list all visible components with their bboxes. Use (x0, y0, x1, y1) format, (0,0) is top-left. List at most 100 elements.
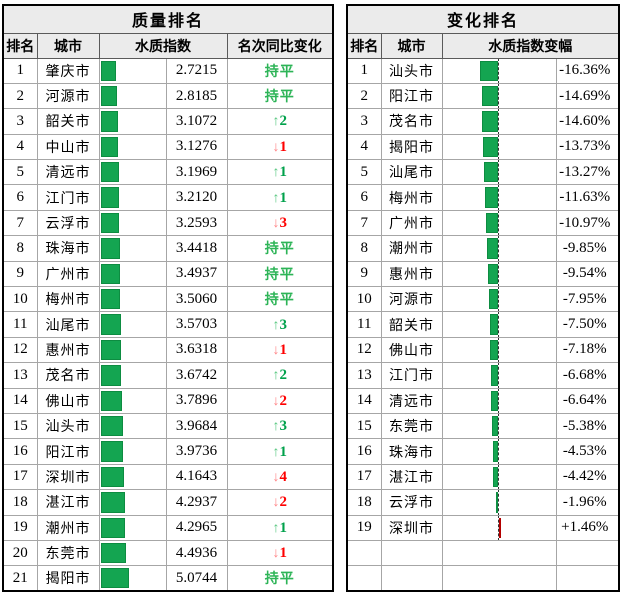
table-row: 9 广州市 3.4937 持平 (2, 260, 334, 288)
rank-change-cell: ↑3 (226, 412, 334, 440)
city-cell: 茂名市 (380, 108, 443, 135)
databar-axis-line (497, 109, 499, 134)
rank-cell: 2 (2, 82, 38, 110)
table-row: 1 肇庆市 2.7215 持平 (2, 57, 334, 84)
rank-change-amount: 3 (279, 215, 288, 232)
index-databar (100, 339, 122, 361)
rank-change-amount: 1 (279, 138, 288, 155)
index-value-cell: 3.7896 (165, 387, 228, 414)
negative-delta-databar (493, 466, 498, 488)
index-databar (100, 212, 119, 234)
city-cell: 江门市 (36, 184, 100, 211)
empty-row (346, 539, 620, 567)
table-row: 5 汕尾市 -13.27% (346, 159, 620, 186)
table-row: 21 揭阳市 5.0744 持平 (2, 565, 334, 592)
rank-cell: 6 (2, 184, 38, 211)
rank-down-arrow-icon: ↓ (272, 469, 280, 485)
table-row: 10 梅州市 3.5060 持平 (2, 286, 334, 313)
databar-axis-line (497, 312, 499, 337)
table-row: 8 珠海市 3.4418 持平 (2, 235, 334, 262)
table-row: 9 惠州市 -9.54% (346, 260, 620, 288)
databar-axis-line (497, 516, 499, 540)
delta-databar-cell (441, 159, 557, 186)
delta-value-cell: -1.96% (555, 489, 620, 516)
rank-change-cell: ↑1 (226, 184, 334, 211)
rank-cell: 5 (346, 159, 382, 186)
delta-databar-cell (441, 565, 557, 592)
negative-delta-databar (495, 492, 498, 513)
table-row: 6 梅州市 -11.63% (346, 184, 620, 211)
index-databar (100, 390, 122, 411)
delta-databar-cell (441, 412, 557, 440)
delta-databar-cell (441, 311, 557, 338)
rank-cell: 18 (346, 489, 382, 516)
index-databar (100, 365, 122, 386)
column-header-water-index: 水质指数 (98, 32, 228, 59)
databar-axis-line (497, 363, 499, 388)
index-value-cell: 4.4936 (165, 539, 228, 567)
negative-delta-databar (486, 212, 498, 234)
rank-change-amount: 1 (279, 519, 288, 536)
rank-change-cell: ↑1 (226, 438, 334, 465)
delta-databar-cell (441, 184, 557, 211)
rank-change-amount: 2 (279, 113, 288, 130)
rank-change-cell: 持平 (226, 82, 334, 110)
rank-cell: 18 (2, 489, 38, 516)
rank-change-cell: ↓1 (226, 133, 334, 161)
rank-change-amount: 3 (279, 316, 288, 333)
index-databar (100, 85, 117, 107)
index-databar-cell (98, 260, 167, 288)
table-row: 5 清远市 3.1969 ↑1 (2, 159, 334, 186)
delta-value-cell: +1.46% (555, 514, 620, 541)
column-header-city: 城市 (36, 32, 100, 59)
city-cell: 云浮市 (380, 489, 443, 516)
index-value-cell: 3.2593 (165, 209, 228, 237)
city-cell: 汕头市 (380, 57, 443, 84)
index-databar (100, 415, 123, 437)
delta-value-cell: -13.27% (555, 159, 620, 186)
city-cell: 汕尾市 (36, 311, 100, 338)
databar-axis-line (497, 211, 499, 235)
rank-down-arrow-icon: ↓ (272, 139, 280, 155)
rank-change-cell: ↑2 (226, 108, 334, 135)
city-cell: 揭阳市 (380, 133, 443, 161)
index-databar-cell (98, 57, 167, 84)
delta-value-cell: -7.50% (555, 311, 620, 338)
index-value-cell: 2.8185 (165, 82, 228, 110)
index-databar (100, 568, 130, 589)
index-value-cell: 3.1276 (165, 133, 228, 161)
delta-value-cell: -11.63% (555, 184, 620, 211)
rank-change-amount: 1 (279, 545, 288, 562)
city-cell: 梅州市 (380, 184, 443, 211)
index-databar-cell (98, 336, 167, 364)
rank-change-flat-label: 持平 (264, 572, 295, 588)
delta-value-cell: -7.18% (555, 336, 620, 364)
index-databar-cell (98, 286, 167, 313)
rank-cell: 12 (2, 336, 38, 364)
index-databar (100, 162, 119, 183)
rank-up-arrow-icon: ↑ (272, 520, 280, 536)
index-databar-cell (98, 438, 167, 465)
city-cell: 茂名市 (36, 362, 100, 389)
rank-change-amount: 1 (279, 341, 288, 358)
city-cell: 潮州市 (380, 235, 443, 262)
rank-cell: 6 (346, 184, 382, 211)
city-cell: 中山市 (36, 133, 100, 161)
quality-table-header: 质量排名 排名 城市 水质指数 名次同比变化 (2, 4, 334, 59)
city-cell: 清远市 (380, 387, 443, 414)
rank-cell: 2 (346, 82, 382, 110)
table-row: 16 珠海市 -4.53% (346, 438, 620, 465)
negative-delta-databar (490, 365, 498, 386)
index-databar (100, 263, 121, 285)
delta-value-cell (555, 565, 620, 592)
quality-table-body: 1 肇庆市 2.7215 持平 2 河源市 2.8185 持平 3 韶关市 3.1072 ↑2 4 中山市… (2, 57, 334, 592)
rank-change-amount: 2 (279, 494, 288, 511)
table-row: 7 云浮市 3.2593 ↓3 (2, 209, 334, 237)
index-databar (100, 441, 123, 462)
city-cell: 梅州市 (36, 286, 100, 313)
rank-change-amount: 3 (279, 418, 288, 435)
column-header-rank: 排名 (346, 32, 382, 59)
quality-column-header-row: 排名 城市 水质指数 名次同比变化 (2, 32, 334, 59)
databar-axis-line (497, 338, 499, 362)
